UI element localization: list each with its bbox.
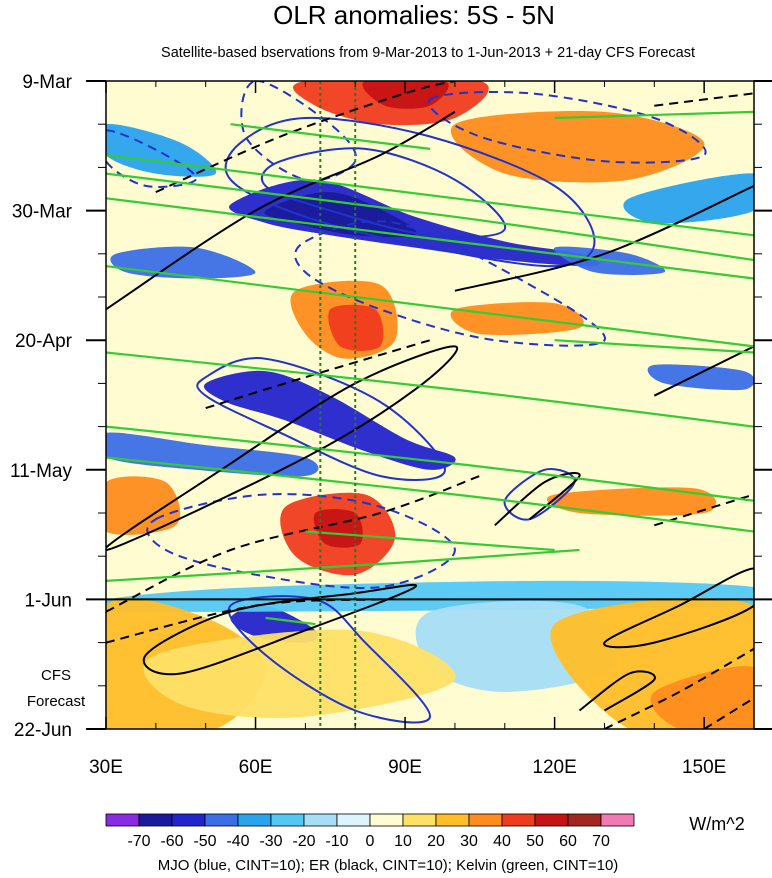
er-contour	[653, 345, 754, 397]
kelvin-contour	[106, 548, 580, 582]
colorbar-label: 10	[394, 833, 412, 850]
kelvin-contour	[265, 616, 316, 626]
colorbar-swatch	[567, 813, 602, 827]
anomaly-patch	[623, 173, 754, 224]
kelvin-contour	[106, 425, 754, 502]
colorbar-swatch	[303, 813, 338, 827]
colorbar-label: 40	[493, 833, 511, 850]
colorbar-swatch	[270, 813, 305, 827]
anomaly-patch	[106, 124, 217, 177]
y-tick-label: 20-Apr	[15, 331, 73, 352]
chart-caption: MJO (blue, CINT=10); ER (black, CINT=10)…	[158, 857, 619, 874]
colorbar-label: -30	[259, 833, 282, 850]
colorbar-swatch	[534, 813, 569, 827]
axes: 30E 60E 90E 120E 150E 9-Mar 30-Mar 20-Apr 11-May…	[10, 72, 772, 778]
colorbar-swatch	[468, 813, 503, 827]
anomaly-patch	[650, 666, 754, 729]
mjo-contour	[106, 129, 197, 188]
kelvin-contour	[106, 172, 754, 262]
anomaly-patch	[313, 509, 363, 548]
er-contour	[106, 345, 458, 551]
er-contour	[155, 81, 456, 194]
colorbar-swatch	[402, 813, 437, 827]
y-tick-label: 11-May	[10, 461, 72, 482]
chart-subtitle: Satellite-based bservations from 9-Mar-2…	[161, 45, 695, 61]
x-tick-label: 120E	[532, 757, 576, 778]
colorbar-label: -60	[160, 833, 183, 850]
anomaly-patch	[647, 364, 754, 391]
er-contour	[106, 111, 456, 311]
anomaly-fills	[106, 81, 754, 729]
x-tick-label: 150E	[682, 757, 726, 778]
kelvin-contour	[106, 197, 754, 280]
colorbar-label: -50	[193, 833, 216, 850]
y-tick-label: 30-Mar	[12, 202, 73, 223]
colorbar-label: -10	[325, 833, 348, 850]
colorbar-swatch	[171, 813, 206, 827]
colorbar-label: -20	[292, 833, 315, 850]
colorbar-label: -40	[226, 833, 249, 850]
plot-area	[105, 80, 755, 730]
x-tick-label: 60E	[239, 757, 273, 778]
colorbar-swatch	[105, 813, 140, 827]
kelvin-contour	[554, 110, 754, 120]
kelvin-contour	[554, 339, 754, 354]
colorbar-label: 60	[559, 833, 577, 850]
er-contour	[603, 567, 754, 649]
colorbar-label: 70	[592, 833, 610, 850]
colorbar-swatch	[336, 813, 371, 827]
y-tick-label: 1-Jun	[24, 590, 72, 611]
kelvin-contour	[305, 530, 555, 552]
er-contour	[106, 475, 481, 613]
mjo-contour	[427, 90, 707, 164]
x-tick-label: 90E	[388, 757, 422, 778]
chart-title: OLR anomalies: 5S - 5N	[273, 0, 555, 30]
colorbar-label: -70	[127, 833, 150, 850]
wave-contours	[106, 81, 754, 729]
colorbar-swatch	[600, 813, 635, 827]
anomaly-patch	[546, 487, 717, 516]
anomaly-patch	[106, 432, 319, 477]
anomaly-patch	[106, 476, 181, 535]
kelvin-contour	[106, 265, 754, 348]
colorbar-label: 30	[460, 833, 478, 850]
y-tick-label: 22-Jun	[14, 720, 72, 741]
x-tick-label: 30E	[89, 757, 123, 778]
er-contour	[578, 670, 656, 712]
er-contour	[654, 92, 754, 107]
colorbar-label: 0	[366, 833, 375, 850]
colorbar-swatch	[237, 813, 272, 827]
plot-frame	[105, 80, 755, 730]
y-tick-label: 9-Mar	[22, 72, 72, 93]
forecast-label-line2: Forecast	[27, 693, 86, 710]
kelvin-contour	[230, 123, 431, 150]
colorbar-swatch	[204, 813, 239, 827]
anomaly-patch	[450, 302, 584, 336]
colorbar-swatch	[138, 813, 173, 827]
mjo-contour	[196, 357, 447, 481]
colorbar-label: 50	[526, 833, 544, 850]
kelvin-contour	[106, 456, 754, 533]
er-contour	[454, 184, 754, 292]
mjo-contour	[240, 81, 358, 182]
colorbar: -70 -60 -50 -40 -30 -20 -10 0 10 20 30 40 50 60 70	[105, 813, 635, 850]
reference-lines	[106, 81, 754, 729]
anomaly-patch	[203, 370, 456, 470]
mjo-contour	[294, 220, 606, 347]
colorbar-units: W/m^2	[689, 814, 744, 834]
er-contour	[604, 647, 754, 729]
anomaly-patch	[143, 629, 456, 718]
forecast-label-line1: CFS	[41, 667, 71, 684]
colorbar-label: 20	[427, 833, 445, 850]
colorbar-swatch	[501, 813, 536, 827]
mjo-contour	[260, 147, 506, 239]
er-contour	[703, 697, 754, 729]
er-contour	[142, 583, 418, 676]
er-contour	[494, 472, 581, 527]
colorbar-swatch	[435, 813, 470, 827]
kelvin-contour	[106, 351, 754, 428]
kelvin-contour	[106, 154, 754, 237]
colorbar-swatch	[369, 813, 404, 827]
